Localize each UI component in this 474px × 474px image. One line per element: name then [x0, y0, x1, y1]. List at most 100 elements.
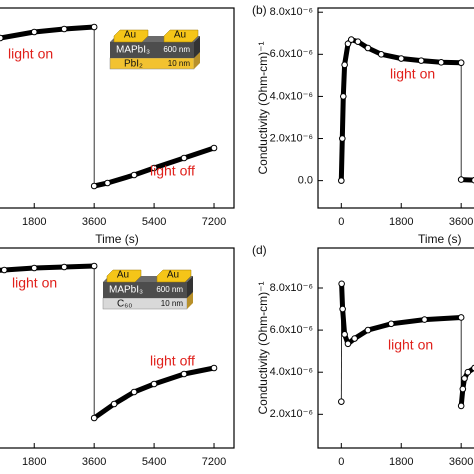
- y-tick-label: 6.0x10⁻⁶: [270, 324, 313, 336]
- data-line: [458, 177, 474, 183]
- data-point: [341, 61, 348, 69]
- data-point: [210, 364, 218, 372]
- data-point: [364, 44, 372, 52]
- plot-area: [0, 262, 218, 422]
- data-point: [130, 171, 138, 179]
- layer-middle: [103, 282, 187, 298]
- device-inset: Au Au MAPbI₃ 600 nm C₆₀ 10 nm: [102, 269, 194, 310]
- layer-middle-side: [194, 36, 200, 58]
- annotation: light off: [150, 353, 195, 369]
- data-point: [351, 335, 358, 342]
- data-point: [30, 28, 38, 36]
- x-tick-label: 3600: [82, 216, 106, 228]
- inset-text: MAPbI₃: [109, 285, 143, 296]
- electrode: [156, 269, 192, 283]
- plot-frame: [0, 7, 235, 209]
- data-point: [150, 164, 158, 172]
- inset-text: 600 nm: [163, 45, 190, 54]
- data-point: [0, 266, 8, 274]
- layer-middle-side: [187, 276, 193, 298]
- panel-label: (d): [252, 243, 267, 257]
- data-point: [130, 388, 138, 396]
- annotation: light on: [12, 275, 57, 291]
- x-axis-label: Time (s): [95, 232, 139, 246]
- inset-text: Au: [167, 270, 179, 281]
- data-point: [437, 59, 445, 66]
- y-tick-label: 6.0x10⁻⁶: [270, 48, 313, 60]
- x-tick-label: 3600: [82, 456, 106, 468]
- data-line: [339, 281, 464, 347]
- layer-bottom-side: [194, 52, 200, 69]
- x-tick-label: 5400: [142, 216, 166, 228]
- plot-area: [338, 280, 474, 410]
- data-point: [338, 280, 345, 288]
- x-axis-label: Time (s): [418, 232, 462, 246]
- x-tick-label: 7200: [202, 216, 226, 228]
- data-point: [364, 326, 372, 334]
- annotation: light on: [390, 66, 435, 82]
- inset-text: C₆₀: [117, 299, 132, 310]
- data-point: [339, 135, 346, 142]
- data-point: [338, 398, 345, 405]
- x-tick-label: 3600: [449, 456, 473, 468]
- data-point: [417, 57, 425, 64]
- plot-area: [338, 36, 474, 184]
- data-point: [90, 182, 98, 190]
- data-point: [180, 154, 188, 162]
- data-point: [461, 375, 468, 382]
- data-point: [421, 316, 428, 323]
- data-point: [338, 177, 345, 184]
- data-point: [110, 400, 118, 408]
- plot-frame: [317, 247, 474, 449]
- data-point: [340, 93, 347, 100]
- data-point: [377, 51, 385, 58]
- data-point: [397, 55, 405, 62]
- data-point: [339, 305, 346, 313]
- data-point: [90, 262, 98, 270]
- data-point: [150, 380, 158, 388]
- electrode: [106, 269, 142, 283]
- inset-text: Au: [117, 270, 129, 281]
- data-point: [457, 59, 465, 67]
- plot-frame: [317, 7, 474, 209]
- data-point: [471, 176, 474, 184]
- data-point: [90, 414, 98, 422]
- inset-text: 600 nm: [156, 285, 183, 294]
- data-point: [471, 364, 474, 372]
- electrode: [113, 29, 149, 43]
- data-point: [90, 23, 98, 31]
- inset-text: 10 nm: [161, 299, 184, 308]
- x-axis-label: Time (s): [95, 472, 139, 474]
- layer-middle: [110, 42, 194, 58]
- data-point: [344, 340, 352, 348]
- y-tick-label: 2.0x10⁻⁶: [270, 408, 313, 420]
- data-point: [60, 263, 68, 271]
- x-tick-label: 5400: [142, 456, 166, 468]
- annotation: light on: [8, 46, 53, 62]
- y-tick-label: 2.0x10⁻⁶: [270, 132, 313, 144]
- data-point: [464, 368, 472, 376]
- y-tick-label: 4.0x10⁻⁶: [270, 366, 313, 378]
- data-point: [0, 34, 4, 42]
- plot-area: [0, 23, 218, 190]
- data-point: [104, 179, 111, 187]
- data-point: [60, 25, 68, 33]
- data-point: [30, 264, 38, 272]
- x-tick-label: 3600: [449, 216, 473, 228]
- data-point: [459, 385, 467, 393]
- x-axis-label: Time (s): [418, 472, 462, 474]
- x-tick-label: 0: [338, 216, 344, 228]
- y-tick-label: 4.0x10⁻⁶: [270, 90, 313, 102]
- inset-text: PbI₂: [124, 59, 143, 70]
- x-tick-label: 1800: [389, 216, 413, 228]
- panel-label: (b): [252, 3, 267, 17]
- y-tick-label: 0.0: [298, 175, 313, 187]
- plot-frame: [0, 247, 235, 449]
- data-point: [457, 176, 465, 183]
- y-tick-label: 8.0x10⁻⁶: [270, 6, 313, 18]
- y-axis-label: Conductivity (Ohm-cm)⁻¹: [256, 281, 270, 414]
- layer-bottom-side: [187, 292, 193, 309]
- data-point: [344, 40, 352, 48]
- data-line: [0, 263, 97, 273]
